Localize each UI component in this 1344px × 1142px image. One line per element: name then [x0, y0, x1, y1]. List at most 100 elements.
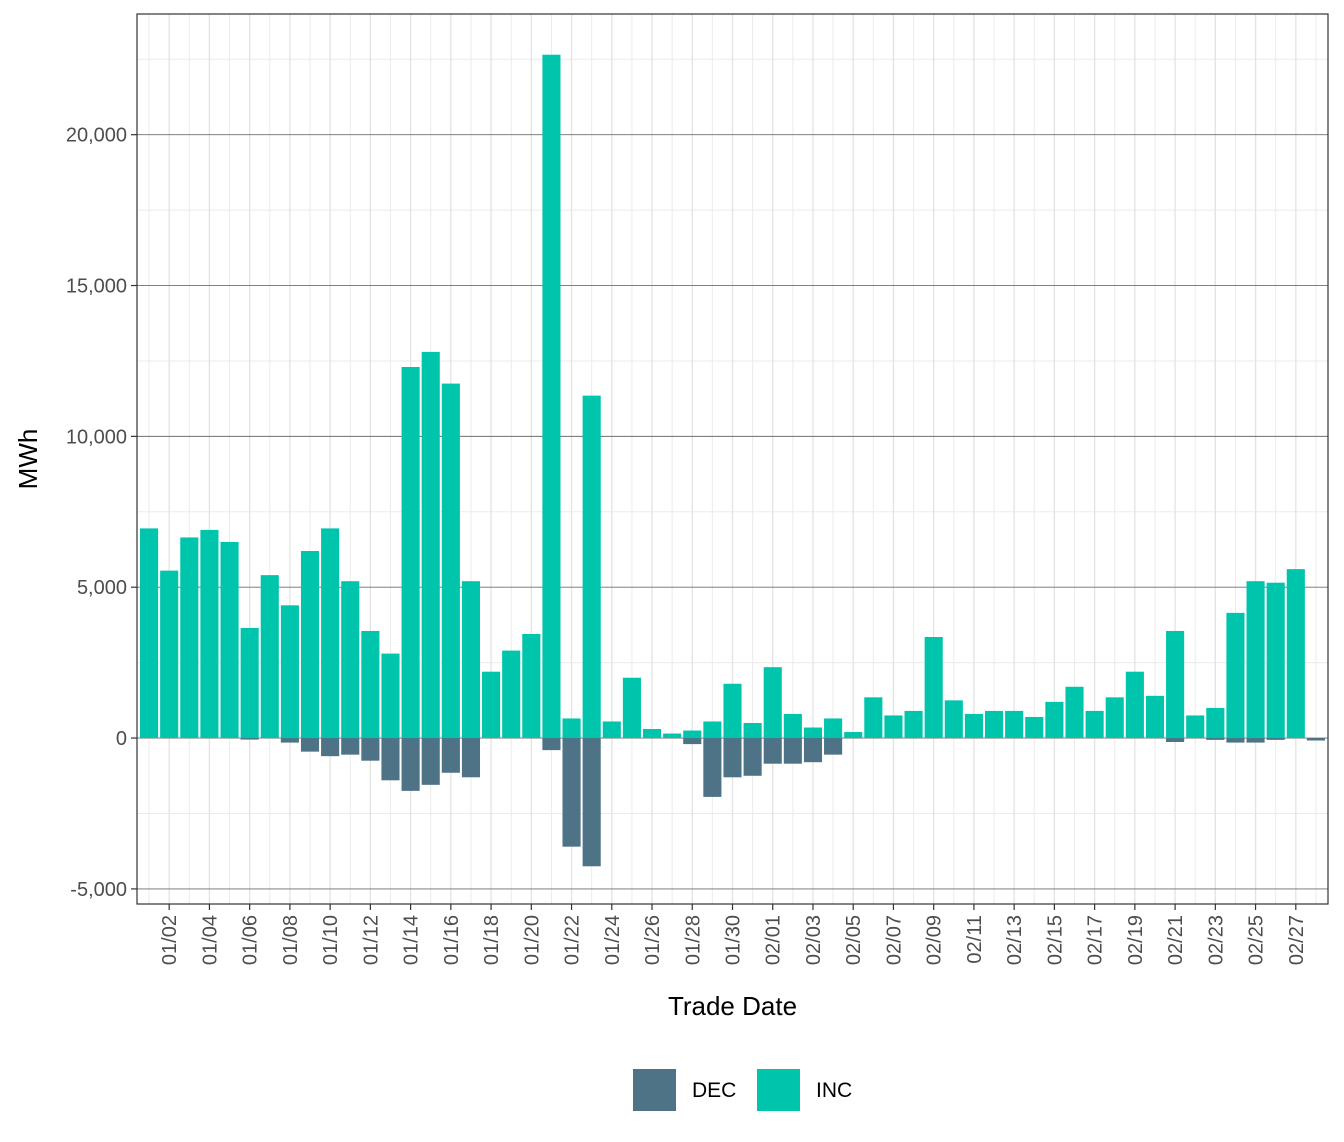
bar-dec-01-16	[441, 738, 460, 773]
bar-inc-02-19	[1125, 671, 1144, 739]
bar-inc-02-21	[1166, 630, 1185, 739]
bar-dec-01-11	[341, 738, 360, 755]
bar-inc-02-16	[1065, 686, 1084, 739]
bar-inc-01-02	[160, 570, 179, 739]
x-tick-label: 01/20	[521, 915, 543, 965]
bar-dec-01-12	[361, 738, 380, 761]
bar-inc-01-11	[341, 581, 360, 739]
bar-inc-02-03	[803, 727, 823, 739]
bar-inc-02-22	[1186, 715, 1205, 739]
bar-inc-01-22	[562, 718, 581, 739]
legend-label-inc: INC	[816, 1079, 852, 1102]
bar-inc-02-27	[1286, 569, 1305, 739]
bar-inc-01-09	[300, 551, 320, 739]
bar-inc-01-19	[502, 650, 521, 739]
bar-dec-02-24	[1226, 738, 1245, 743]
bar-dec-02-26	[1266, 738, 1285, 740]
bar-dec-02-01	[763, 738, 782, 764]
bar-inc-01-26	[642, 729, 662, 739]
bar-dec-02-02	[783, 738, 802, 764]
bar-inc-01-04	[200, 529, 219, 739]
bar-inc-01-05	[220, 541, 239, 739]
bar-dec-01-13	[381, 738, 400, 781]
x-tick-label: 02/15	[1044, 915, 1066, 965]
y-tick-label: 20,000	[66, 125, 127, 147]
bar-inc-01-20	[522, 633, 541, 739]
x-tick-label: 02/01	[763, 915, 785, 965]
bar-inc-02-14	[1025, 716, 1044, 739]
x-tick-label: 02/17	[1085, 915, 1107, 965]
x-tick-label: 01/18	[481, 915, 503, 965]
bar-inc-02-05	[844, 732, 863, 739]
bar-dec-01-08	[280, 738, 299, 743]
bar-inc-01-21	[542, 54, 561, 739]
x-tick-label: 01/28	[682, 915, 704, 965]
x-tick-label: 02/05	[843, 915, 865, 965]
bar-dec-02-28	[1306, 738, 1325, 741]
bar-inc-02-18	[1105, 697, 1124, 739]
bar-inc-02-23	[1206, 707, 1225, 739]
bar-inc-01-31	[743, 722, 762, 739]
bar-dec-01-15	[421, 738, 440, 785]
bar-inc-02-25	[1246, 581, 1265, 739]
bar-inc-01-23	[582, 395, 601, 739]
y-tick-label: 0	[116, 728, 127, 750]
bar-inc-02-02	[783, 713, 802, 739]
x-tick-label: 02/07	[883, 915, 905, 965]
bar-inc-02-20	[1145, 695, 1165, 739]
bar-inc-01-29	[703, 721, 722, 739]
x-tick-label: 01/12	[360, 915, 382, 965]
bar-inc-01-24	[602, 721, 621, 739]
y-axis-title: MWh	[13, 429, 43, 490]
y-tick-label: 5,000	[77, 577, 127, 599]
bar-inc-02-11	[964, 713, 983, 739]
x-tick-label: 01/14	[401, 915, 423, 965]
bar-dec-02-04	[824, 738, 843, 755]
bar-inc-01-10	[321, 528, 340, 739]
bar-dec-02-25	[1246, 738, 1265, 743]
bar-dec-01-29	[703, 738, 722, 797]
bar-inc-01-06	[240, 627, 259, 739]
bar-inc-01-01	[140, 528, 159, 739]
bar-inc-02-17	[1085, 710, 1104, 739]
y-tick-label: 10,000	[66, 426, 127, 448]
bar-inc-02-06	[864, 697, 883, 739]
x-tick-label: 01/26	[642, 915, 664, 965]
bar-dec-01-21	[542, 738, 561, 751]
x-tick-label: 01/24	[602, 915, 624, 965]
bar-inc-02-04	[824, 718, 843, 739]
legend-label-dec: DEC	[692, 1079, 736, 1102]
x-tick-label: 01/10	[320, 915, 342, 965]
bar-inc-01-15	[421, 351, 440, 739]
bar-dec-01-17	[461, 738, 481, 778]
x-tick-label: 02/03	[803, 915, 825, 965]
x-tick-label: 02/11	[964, 915, 986, 964]
bar-dec-02-21	[1166, 738, 1185, 742]
bar-dec-01-28	[683, 738, 702, 745]
bar-inc-01-25	[622, 677, 641, 739]
x-tick-label: 02/19	[1125, 915, 1147, 965]
bar-inc-02-07	[884, 715, 903, 739]
bars	[140, 54, 1325, 867]
bar-inc-01-27	[663, 733, 682, 739]
bar-inc-02-13	[1005, 710, 1024, 739]
bar-inc-01-08	[280, 605, 299, 739]
x-tick-label: 02/13	[1004, 915, 1026, 965]
bar-dec-01-30	[723, 738, 742, 778]
y-axis: -5,000 0 5,000 10,000 15,000 20,000	[66, 125, 137, 901]
bar-dec-01-09	[300, 738, 320, 752]
x-tick-label: 01/02	[159, 915, 181, 965]
bar-inc-02-01	[763, 667, 782, 739]
bar-dec-01-14	[401, 738, 420, 791]
x-axis: 01/02 01/04 01/06 01/08 01/10 01/12 01/14 01/16…	[159, 904, 1308, 965]
bar-inc-01-28	[683, 730, 702, 739]
bar-dec-01-06	[240, 738, 259, 740]
bar-dec-01-22	[562, 738, 581, 847]
bar-dec-02-03	[803, 738, 823, 763]
x-axis-title: Trade Date	[668, 991, 797, 1021]
bar-inc-01-03	[180, 537, 199, 739]
x-tick-label: 02/23	[1205, 915, 1227, 965]
legend-swatch-inc	[757, 1069, 800, 1111]
bar-dec-01-23	[582, 738, 601, 867]
